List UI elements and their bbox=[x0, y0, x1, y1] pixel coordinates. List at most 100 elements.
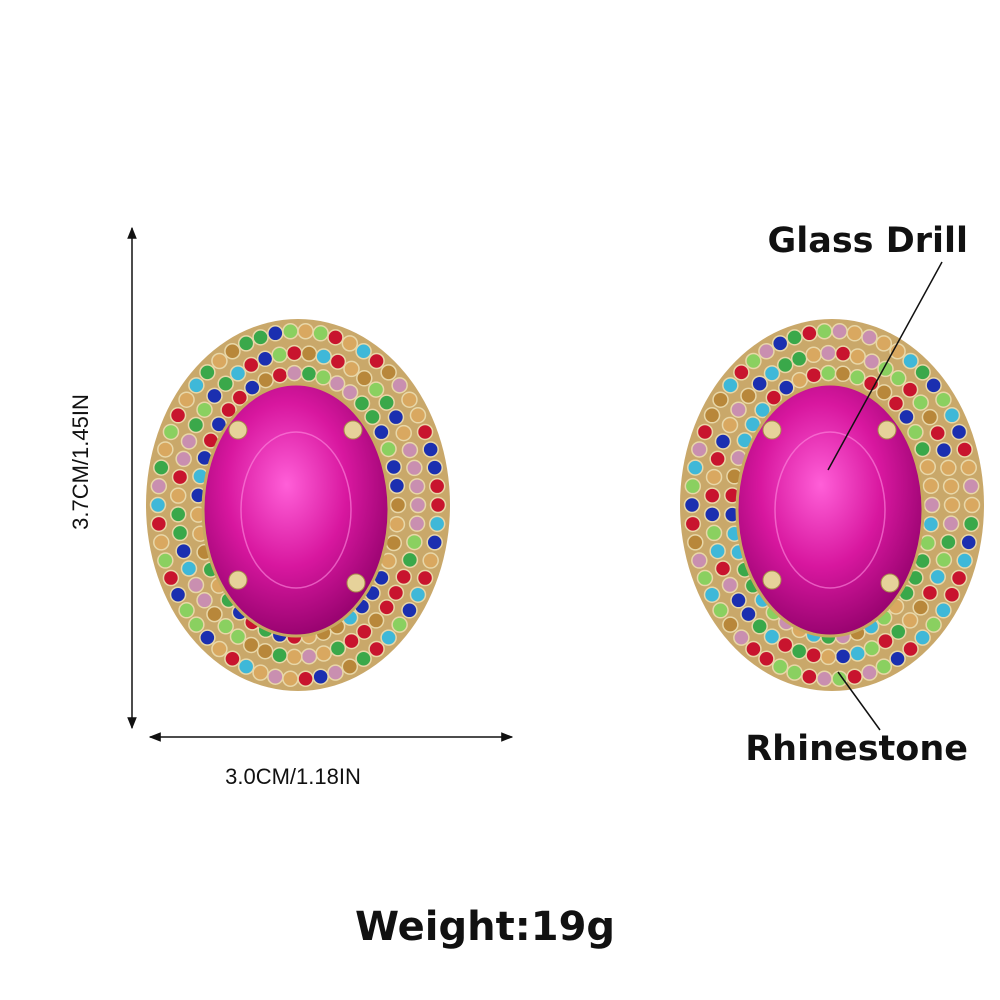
rhinestone bbox=[169, 407, 187, 424]
rhinestone bbox=[401, 551, 419, 569]
rhinestone bbox=[861, 664, 878, 681]
rhinestone bbox=[282, 670, 299, 687]
rhinestone bbox=[709, 542, 726, 560]
rhinestone bbox=[791, 371, 808, 389]
rhinestone bbox=[861, 329, 878, 346]
rhinestone bbox=[395, 424, 412, 442]
rhinestone bbox=[187, 576, 205, 594]
rhinestone bbox=[389, 496, 407, 514]
rhinestone bbox=[380, 364, 397, 381]
rhinestone bbox=[220, 401, 237, 419]
rhinestone bbox=[929, 568, 946, 586]
rhinestone bbox=[687, 534, 704, 551]
rhinestone bbox=[831, 323, 848, 340]
rhinestone bbox=[175, 450, 192, 468]
rhinestone bbox=[329, 353, 347, 370]
rhinestone bbox=[834, 365, 852, 383]
rhinestone bbox=[401, 602, 418, 619]
rhinestone bbox=[950, 569, 968, 587]
rhinestone bbox=[730, 401, 747, 418]
rhinestone bbox=[962, 477, 980, 495]
rhinestone bbox=[199, 629, 216, 646]
rhinestone bbox=[765, 389, 783, 406]
rhinestone bbox=[834, 345, 852, 362]
rhinestone bbox=[224, 343, 241, 360]
rhinestone bbox=[805, 646, 822, 664]
rhinestone bbox=[169, 506, 187, 523]
rhinestone bbox=[960, 459, 977, 476]
rhinestone bbox=[408, 478, 426, 495]
weight-label: Weight:19g bbox=[355, 904, 615, 950]
rhinestone bbox=[267, 668, 284, 685]
rhinestone bbox=[406, 459, 423, 477]
rhinestone bbox=[923, 496, 941, 514]
rhinestone bbox=[282, 323, 299, 340]
rhinestone bbox=[790, 350, 808, 368]
rhinestone bbox=[343, 632, 360, 650]
rhinestone bbox=[327, 664, 344, 681]
earrings bbox=[146, 319, 984, 691]
rhinestone bbox=[353, 395, 371, 412]
rhinestone bbox=[180, 560, 198, 577]
rhinestone bbox=[683, 496, 701, 514]
rhinestone bbox=[790, 642, 808, 660]
rhinestone bbox=[925, 377, 942, 394]
rhinestone bbox=[329, 640, 347, 657]
rhinestone bbox=[919, 458, 937, 476]
glass-drill bbox=[735, 382, 925, 638]
rhinestone bbox=[153, 459, 170, 476]
rhinestone bbox=[242, 356, 260, 374]
rhinestone bbox=[312, 668, 329, 685]
rhinestone bbox=[380, 629, 397, 646]
rhinestone bbox=[902, 352, 919, 370]
rhinestone bbox=[902, 640, 919, 658]
rhinestone bbox=[409, 586, 427, 603]
rhinestone bbox=[912, 599, 929, 616]
rhinestone bbox=[712, 602, 729, 619]
rhinestone bbox=[341, 658, 359, 675]
rhinestone bbox=[401, 441, 419, 459]
rhinestone bbox=[391, 377, 408, 394]
rhinestone bbox=[341, 335, 359, 352]
rhinestone bbox=[943, 496, 961, 514]
rhinestone bbox=[863, 640, 881, 657]
rhinestone bbox=[406, 533, 423, 551]
rhinestone bbox=[300, 365, 318, 383]
rhinestone bbox=[428, 477, 446, 495]
rhinestone bbox=[684, 515, 702, 533]
rhinestone bbox=[963, 496, 981, 514]
rhinestone bbox=[391, 616, 408, 633]
rhinestone bbox=[355, 343, 372, 360]
rhinestone bbox=[385, 534, 403, 552]
rhinestone bbox=[751, 618, 768, 635]
prong bbox=[228, 570, 248, 590]
rhinestone bbox=[356, 623, 373, 640]
prong bbox=[346, 573, 366, 593]
rhinestone bbox=[387, 408, 405, 426]
rhinestone-label: Rhinestone bbox=[745, 729, 968, 769]
rhinestone bbox=[950, 423, 968, 441]
rhinestone bbox=[805, 346, 822, 364]
rhinestone bbox=[684, 477, 702, 495]
rhinestone bbox=[771, 335, 789, 352]
rhinestone bbox=[943, 586, 961, 603]
rhinestone bbox=[875, 335, 893, 352]
rhinestone bbox=[849, 369, 866, 386]
rhinestone bbox=[722, 616, 739, 633]
rhinestone bbox=[914, 364, 931, 381]
rhinestone bbox=[962, 515, 980, 533]
prong bbox=[343, 420, 363, 440]
rhinestone bbox=[703, 487, 721, 504]
rhinestone bbox=[188, 377, 205, 394]
rhinestone bbox=[820, 648, 837, 666]
rhinestone bbox=[921, 408, 939, 426]
rhinestone bbox=[745, 640, 762, 658]
rhinestone bbox=[862, 375, 880, 392]
rhinestone bbox=[696, 423, 714, 441]
rhinestone bbox=[820, 344, 837, 362]
rhinestone bbox=[758, 343, 775, 360]
rhinestone bbox=[922, 515, 940, 533]
rhinestone bbox=[217, 618, 234, 635]
rhinestone bbox=[422, 552, 439, 569]
